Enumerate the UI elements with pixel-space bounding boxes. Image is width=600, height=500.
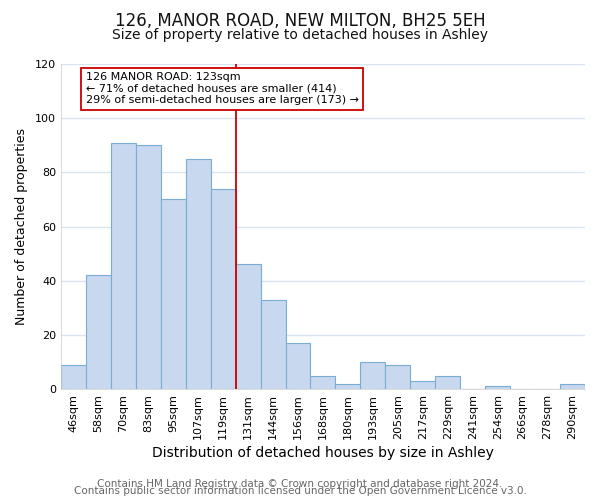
Bar bbox=[560, 384, 585, 389]
Bar bbox=[211, 188, 236, 389]
Bar bbox=[410, 381, 435, 389]
Bar bbox=[61, 364, 86, 389]
Bar bbox=[361, 362, 385, 389]
Bar bbox=[136, 146, 161, 389]
Bar bbox=[385, 364, 410, 389]
Bar bbox=[310, 376, 335, 389]
Bar bbox=[186, 159, 211, 389]
Bar bbox=[485, 386, 510, 389]
Bar bbox=[86, 276, 111, 389]
Bar bbox=[111, 142, 136, 389]
Bar bbox=[260, 300, 286, 389]
Bar bbox=[236, 264, 260, 389]
Text: Size of property relative to detached houses in Ashley: Size of property relative to detached ho… bbox=[112, 28, 488, 42]
Bar bbox=[161, 200, 186, 389]
Text: Contains HM Land Registry data © Crown copyright and database right 2024.: Contains HM Land Registry data © Crown c… bbox=[97, 479, 503, 489]
X-axis label: Distribution of detached houses by size in Ashley: Distribution of detached houses by size … bbox=[152, 446, 494, 460]
Bar bbox=[335, 384, 361, 389]
Text: 126 MANOR ROAD: 123sqm
← 71% of detached houses are smaller (414)
29% of semi-de: 126 MANOR ROAD: 123sqm ← 71% of detached… bbox=[86, 72, 359, 106]
Y-axis label: Number of detached properties: Number of detached properties bbox=[15, 128, 28, 325]
Bar bbox=[435, 376, 460, 389]
Text: Contains public sector information licensed under the Open Government Licence v3: Contains public sector information licen… bbox=[74, 486, 526, 496]
Text: 126, MANOR ROAD, NEW MILTON, BH25 5EH: 126, MANOR ROAD, NEW MILTON, BH25 5EH bbox=[115, 12, 485, 30]
Bar bbox=[286, 343, 310, 389]
